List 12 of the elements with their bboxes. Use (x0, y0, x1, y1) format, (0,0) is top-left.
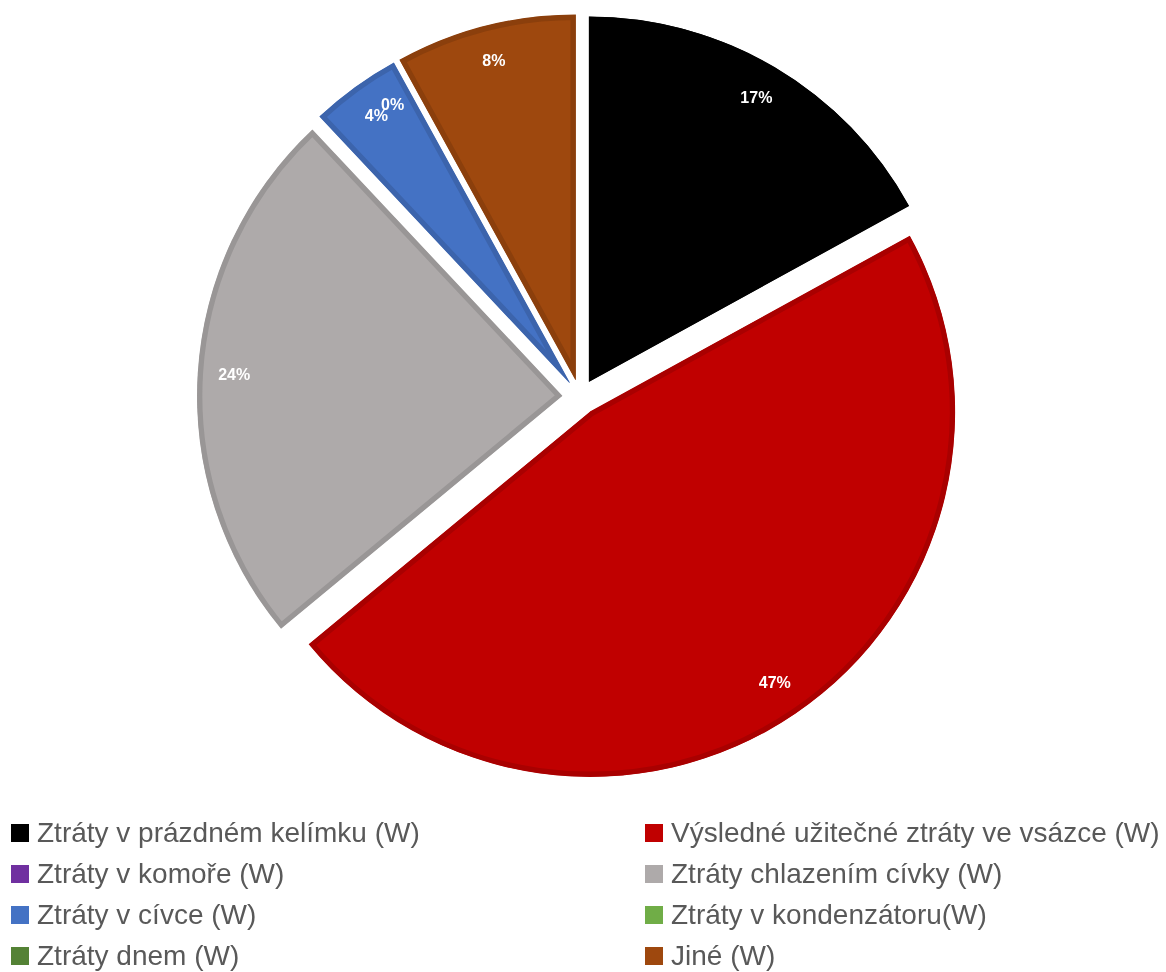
legend-label: Jiné (W) (671, 939, 776, 972)
legend-label: Ztráty chlazením cívky (W) (671, 857, 1003, 890)
legend-label: Ztráty v prázdném kelímku (W) (37, 816, 420, 849)
legend-label: Ztráty v komoře (W) (37, 857, 285, 890)
legend-label: Ztráty dnem (W) (37, 939, 240, 972)
data-label: 8% (482, 51, 506, 69)
legend-label: Ztráty v cívce (W) (37, 898, 257, 931)
data-label: 17% (740, 89, 773, 107)
data-label: 24% (218, 365, 251, 383)
legend-label: Ztráty v kondenzátoru(W) (671, 898, 987, 931)
legend-label: Výsledné užitečné ztráty ve vsázce (W) (671, 816, 1160, 849)
data-label: 47% (758, 673, 791, 691)
